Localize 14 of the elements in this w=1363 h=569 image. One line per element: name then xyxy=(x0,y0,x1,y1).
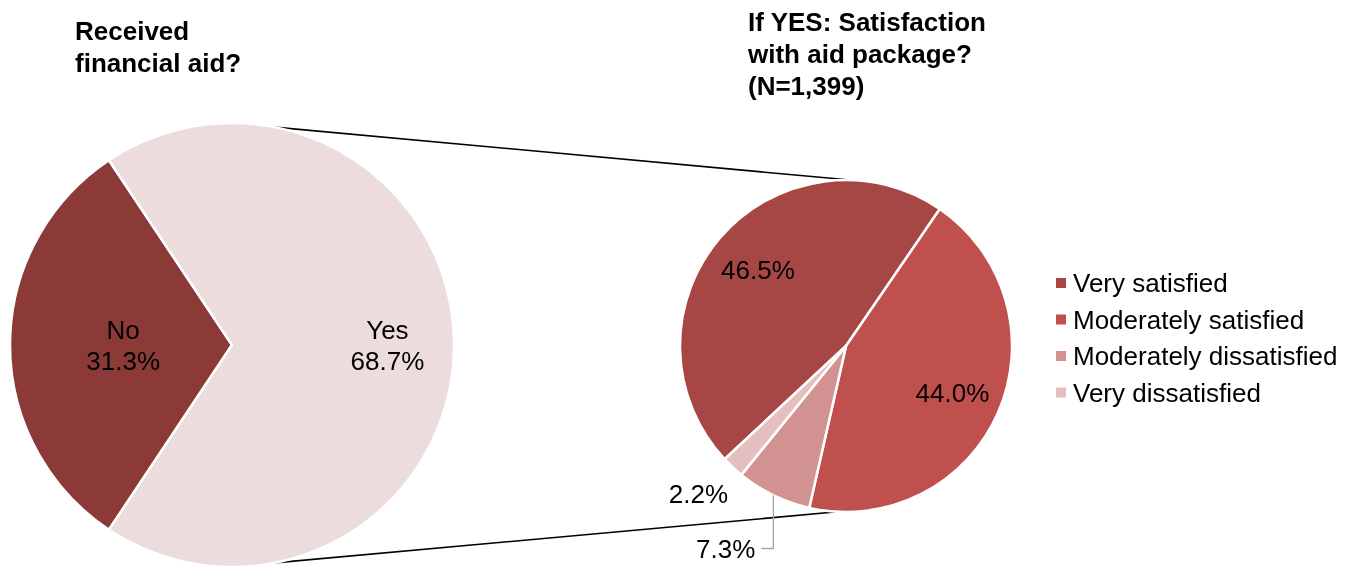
chart-title: Received financial aid? xyxy=(75,16,242,78)
data-label: 44.0% xyxy=(915,377,990,408)
slice-label: Yes xyxy=(366,314,409,345)
legend-label: Moderately satisfied xyxy=(1073,304,1305,335)
legend-label: Moderately dissatisfied xyxy=(1073,341,1338,371)
slice-label: No xyxy=(106,314,140,345)
data-label: 31.3% xyxy=(86,345,161,376)
data-label: 2.2% xyxy=(668,478,729,509)
legend-label: Very dissatisfied xyxy=(1073,377,1261,408)
data-label: 7.3% xyxy=(696,533,756,564)
data-label: 46.5% xyxy=(721,255,795,286)
data-label: 68.7% xyxy=(350,345,425,376)
chart-title: If YES: Satisfaction with aid package? (N=1,399) xyxy=(747,7,986,101)
legend-label: Very satisfied xyxy=(1073,268,1228,298)
